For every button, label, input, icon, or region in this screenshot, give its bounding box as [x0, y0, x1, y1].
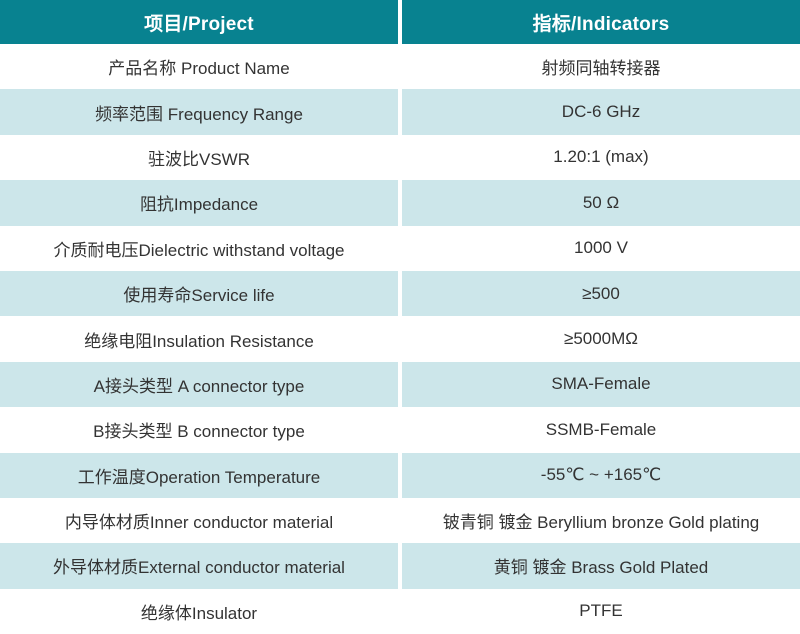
project-cell: 内导体材质Inner conductor material: [0, 497, 398, 544]
table-header-row: 项目/Project 指标/Indicators: [0, 0, 800, 44]
indicator-cell: ≥500: [402, 270, 800, 317]
indicator-cell: -55℃ ~ +165℃: [402, 452, 800, 498]
column-header-project: 项目/Project: [0, 0, 398, 44]
project-cell: 产品名称 Product Name: [0, 44, 398, 90]
table-row: 工作温度Operation Temperature -55℃ ~ +165℃: [0, 452, 800, 498]
project-cell: 驻波比VSWR: [0, 134, 398, 181]
table-row: 绝缘体Insulator PTFE: [0, 588, 800, 634]
table-row: 驻波比VSWR 1.20:1 (max): [0, 134, 800, 181]
table-row: 介质耐电压Dielectric withstand voltage 1000 V: [0, 225, 800, 271]
table-row: 产品名称 Product Name 射频同轴转接器: [0, 44, 800, 90]
indicator-cell: DC-6 GHz: [402, 89, 800, 135]
project-cell: 介质耐电压Dielectric withstand voltage: [0, 225, 398, 271]
indicator-cell: 铍青铜 镀金 Beryllium bronze Gold plating: [402, 497, 800, 544]
table-row: A接头类型 A connector type SMA-Female: [0, 361, 800, 408]
table-row: 外导体材质External conductor material 黄铜 镀金 B…: [0, 543, 800, 589]
project-cell: 绝缘体Insulator: [0, 588, 398, 634]
indicator-cell: 射频同轴转接器: [402, 44, 800, 90]
indicator-cell: 50 Ω: [402, 180, 800, 226]
indicator-cell: 1000 V: [402, 225, 800, 271]
indicator-cell: SMA-Female: [402, 361, 800, 408]
project-cell: A接头类型 A connector type: [0, 361, 398, 408]
indicator-cell: 黄铜 镀金 Brass Gold Plated: [402, 543, 800, 589]
project-cell: 阻抗Impedance: [0, 180, 398, 226]
project-cell: 频率范围 Frequency Range: [0, 89, 398, 135]
table-row: 内导体材质Inner conductor material 铍青铜 镀金 Ber…: [0, 497, 800, 544]
project-cell: B接头类型 B connector type: [0, 407, 398, 453]
project-cell: 使用寿命Service life: [0, 270, 398, 317]
project-cell: 外导体材质External conductor material: [0, 543, 398, 589]
indicator-cell: SSMB-Female: [402, 407, 800, 453]
table-row: B接头类型 B connector type SSMB-Female: [0, 407, 800, 453]
project-cell: 绝缘电阻Insulation Resistance: [0, 316, 398, 362]
table-row: 绝缘电阻Insulation Resistance ≥5000MΩ: [0, 316, 800, 362]
indicator-cell: ≥5000MΩ: [402, 316, 800, 362]
table-row: 阻抗Impedance 50 Ω: [0, 180, 800, 226]
column-header-indicators: 指标/Indicators: [402, 0, 800, 44]
table-row: 频率范围 Frequency Range DC-6 GHz: [0, 89, 800, 135]
table-row: 使用寿命Service life ≥500: [0, 270, 800, 317]
indicator-cell: 1.20:1 (max): [402, 134, 800, 181]
project-cell: 工作温度Operation Temperature: [0, 452, 398, 498]
indicator-cell: PTFE: [402, 588, 800, 634]
